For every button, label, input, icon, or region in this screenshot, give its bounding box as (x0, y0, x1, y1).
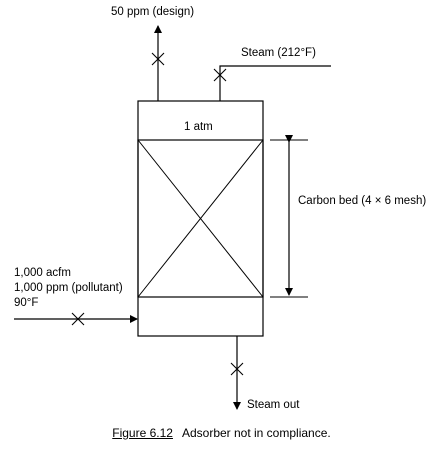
steam-out-label: Steam out (247, 398, 299, 412)
steam-inlet-line (220, 66, 331, 101)
figure-caption-text: Adsorber not in compliance. (182, 426, 331, 440)
figure-caption: Figure 6.12 Adsorber not in compliance. (0, 426, 443, 440)
inlet-flow-label: 1,000 acfm (14, 266, 71, 280)
inlet-temp-label: 90°F (14, 296, 38, 310)
carbon-bed-label: Carbon bed (4 × 6 mesh) (298, 194, 426, 208)
pressure-label: 1 atm (184, 120, 213, 134)
steam-inlet-label: Steam (212°F) (241, 46, 316, 60)
top-outlet-label: 50 ppm (design) (111, 5, 194, 19)
figure-number: Figure 6.12 (112, 426, 173, 440)
inlet-conc-label: 1,000 ppm (pollutant) (14, 281, 123, 295)
